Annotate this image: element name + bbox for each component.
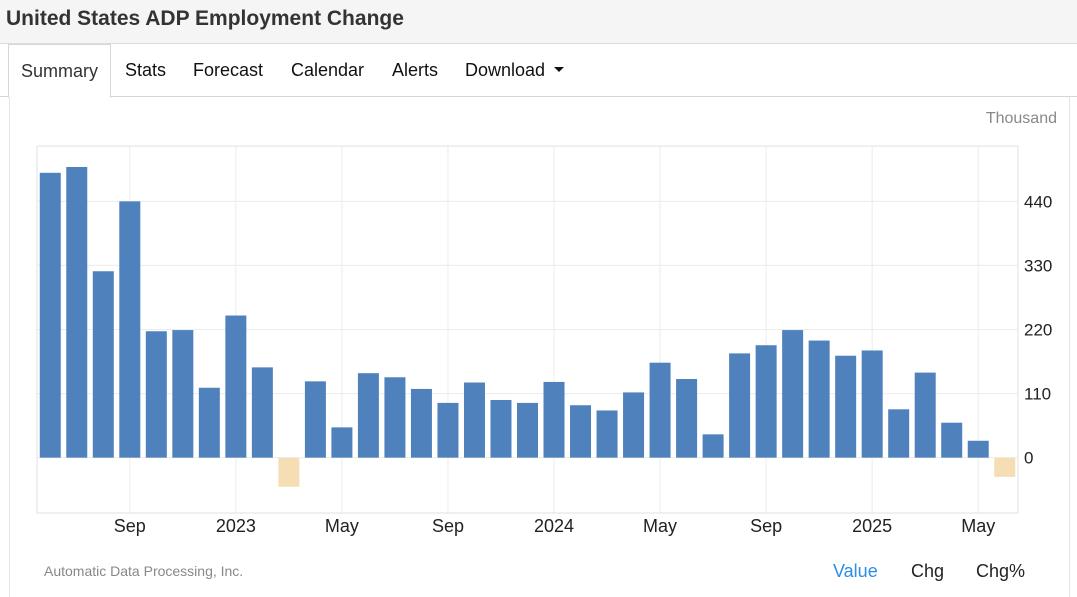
x-tick-label: Sep xyxy=(432,516,464,536)
bar xyxy=(39,172,61,458)
page-header: United States ADP Employment Change xyxy=(0,0,1077,44)
bar xyxy=(198,387,220,458)
y-tick-label: 440 xyxy=(1024,192,1052,211)
bar xyxy=(994,457,1016,477)
tab-download[interactable]: Download xyxy=(465,44,565,97)
x-tick-label: Sep xyxy=(114,516,146,536)
bar xyxy=(676,379,698,458)
y-tick-label: 110 xyxy=(1024,385,1051,404)
view-chg-pct-button[interactable]: Chg% xyxy=(976,561,1026,581)
bar xyxy=(702,434,724,458)
x-tick-label: 2023 xyxy=(216,516,256,536)
tab-bar: Summary Stats Forecast Calendar Alerts D… xyxy=(0,44,1077,98)
source-text: Automatic Data Processing, Inc. xyxy=(44,563,244,579)
bar xyxy=(92,271,114,458)
bar xyxy=(543,381,565,458)
bar xyxy=(463,382,485,458)
x-tick-label: Sep xyxy=(750,516,782,536)
page-title: United States ADP Employment Change xyxy=(6,7,404,30)
bar xyxy=(119,201,141,458)
y-tick-label: 330 xyxy=(1024,256,1052,275)
tab-stats[interactable]: Stats xyxy=(125,60,167,80)
bar xyxy=(410,388,432,458)
bar xyxy=(357,373,379,458)
y-tick-label: 0 xyxy=(1024,449,1033,468)
unit-label: Thousand xyxy=(985,110,1057,127)
bar xyxy=(225,315,247,458)
bar xyxy=(384,377,406,458)
caret-down-icon xyxy=(554,66,565,72)
bar xyxy=(331,427,353,458)
bar xyxy=(66,166,88,458)
tab-download-label: Download xyxy=(465,60,546,80)
bar xyxy=(304,381,326,458)
bar xyxy=(941,422,963,458)
x-tick-label: May xyxy=(325,516,359,536)
bar xyxy=(251,367,273,458)
bar xyxy=(570,405,592,458)
tab-alerts[interactable]: Alerts xyxy=(392,60,439,80)
view-value-button[interactable]: Value xyxy=(833,561,878,581)
bar xyxy=(782,330,804,458)
bar xyxy=(835,355,857,458)
bar xyxy=(914,372,936,458)
bar xyxy=(596,410,618,458)
bar xyxy=(437,402,459,458)
tab-forecast[interactable]: Forecast xyxy=(193,60,264,80)
bar xyxy=(172,330,194,458)
bar xyxy=(755,345,777,458)
y-tick-label: 220 xyxy=(1024,321,1052,340)
bar xyxy=(888,409,910,458)
x-tick-label: May xyxy=(643,516,677,536)
x-tick-label: 2024 xyxy=(534,516,574,536)
bar xyxy=(145,331,167,458)
bar xyxy=(649,362,671,458)
plot-border xyxy=(36,145,1019,514)
tab-calendar[interactable]: Calendar xyxy=(291,60,365,80)
tab-summary[interactable]: Summary xyxy=(8,44,112,98)
bar xyxy=(490,399,512,458)
view-chg-button[interactable]: Chg xyxy=(911,561,945,581)
bar xyxy=(967,440,989,458)
bar xyxy=(861,350,883,458)
bar xyxy=(623,392,645,458)
bar xyxy=(517,402,538,458)
bar xyxy=(278,457,300,487)
bar xyxy=(729,353,751,458)
bar xyxy=(808,340,830,458)
chart-panel xyxy=(9,97,1070,597)
x-tick-label: May xyxy=(961,516,995,536)
x-tick-label: 2025 xyxy=(852,516,892,536)
